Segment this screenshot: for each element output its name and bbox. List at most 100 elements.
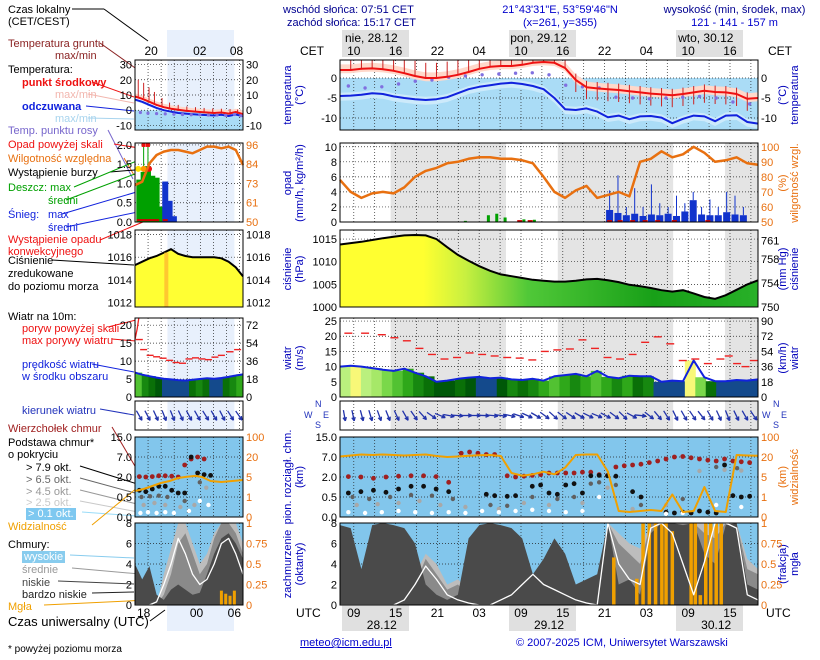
tick-label: 20: [325, 331, 337, 343]
tick-label: 100: [246, 432, 264, 444]
tick-label: 0: [761, 600, 767, 612]
utc-hour-label: 21: [430, 606, 445, 620]
sidebar-label-rosy: Temp. punktu rosy: [8, 125, 98, 137]
sidebar-label-dsredni: średni: [48, 195, 78, 207]
tick-label: 10: [120, 90, 132, 102]
tick-label: 10: [120, 356, 132, 368]
tick-label: 20: [120, 75, 132, 87]
sunset-info: zachód słońca: 15:17 CET: [287, 17, 417, 29]
tick-label: -10: [116, 120, 132, 132]
sidebar-label-niskie: niskie: [22, 577, 51, 589]
sidebar-label-okt25: > 2.5 okt.: [26, 497, 72, 509]
date-label-top-0: nie, 28.12: [344, 31, 398, 45]
sidebar-label-podstawa: Podstawa chmur*: [8, 437, 95, 449]
tick-label: 70: [761, 187, 773, 199]
tick-label: 6: [126, 539, 132, 551]
tick-label: 754: [761, 278, 779, 290]
footnote: * powyżej poziomu morza: [8, 644, 122, 655]
tick-label: 0: [246, 105, 252, 117]
sidebar-label-wilg: Wilgotność względna: [8, 153, 112, 165]
tick-label: 0: [126, 105, 132, 117]
tick-label: 15: [120, 338, 132, 350]
tick-label: 96: [246, 140, 258, 152]
tick-label: 758: [761, 254, 779, 266]
copyright: © 2007-2025 ICM, Uniwersytet Warszawski: [516, 637, 728, 649]
tick-label: 0.0: [322, 512, 337, 524]
sidebar-label-grunt2: max/min: [55, 50, 97, 62]
tick-label: 25: [325, 316, 337, 328]
tick-label: 0.5: [246, 559, 261, 571]
tick-label: 1: [246, 492, 252, 504]
tick-label: 5: [761, 472, 767, 484]
cet-hour-label: 16: [388, 44, 403, 58]
tick-label: 1: [761, 492, 767, 504]
email-link[interactable]: meteo@icm.edu.pl: [300, 637, 392, 649]
axis-title-m_ccov-R: (frakcja) mgła: [777, 544, 801, 584]
tick-label: 18: [246, 374, 258, 386]
main-wind-direction-row: [339, 400, 759, 431]
tick-label: 100: [761, 432, 779, 444]
compass-s: S: [773, 420, 780, 430]
main-wind-chart: 25 20 15 10 5 0 90 72 54 36 18 0: [325, 316, 774, 404]
sidebar-label-chmury: Chmury:: [8, 539, 50, 551]
sidebar-label-kierunek: kierunek wiatru: [22, 405, 96, 417]
sidebar-label-snieg: Śnieg:: [8, 209, 40, 221]
cet-hour-label: 10: [347, 44, 361, 58]
sidebar-label-maxpor: max porywy wiatru: [22, 335, 114, 347]
tick-label: 1018: [108, 230, 132, 242]
tick-label: 100: [761, 142, 779, 154]
sunrise-info: wschód słońca: 07:51 CET: [283, 4, 414, 16]
sidebar-label-czas1: Czas lokalny: [8, 4, 71, 16]
mini-band-bottom: [167, 604, 235, 631]
tick-label: 0: [246, 512, 252, 524]
tick-label: 0.0: [117, 512, 132, 524]
tick-label: 750: [761, 302, 779, 314]
tick-label: 20: [120, 320, 132, 332]
tick-label: 4: [126, 559, 132, 571]
mini-hour-label-top: 20: [144, 44, 158, 58]
utc-hour-label: 03: [639, 606, 654, 620]
date-label-bottom-2: 30.12: [701, 618, 732, 632]
sidebar-label-ssredni: średni: [48, 222, 78, 234]
tick-label: 10: [246, 90, 258, 102]
sidebar-label-burza: Wystąpienie burzy: [8, 167, 98, 179]
utc-hour-label: 09: [347, 606, 361, 620]
cet-hour-label: 16: [723, 44, 737, 58]
legend-precipitation-chart: 2.0 1.5 1.0 0.5 0.0 96 84 73 61 50: [117, 140, 259, 229]
tick-label: 36: [246, 356, 258, 368]
tick-label: -5: [327, 93, 337, 105]
sidebar-label-odcz: odczuwana: [22, 101, 82, 113]
day-band-bottom-1: [509, 604, 577, 631]
main-precipitation-humidity-chart: 10 8 6 4 2 0 100 90 80 70 60 50: [325, 142, 780, 229]
tick-label: 2: [331, 202, 337, 214]
tick-label: 0: [761, 73, 767, 85]
date-label-top-1: pon, 29.12: [510, 31, 567, 45]
sidebar-label-predk: prędkość wiatru: [22, 359, 100, 371]
sidebar-label-temper: Temperatura:: [8, 64, 73, 76]
tick-label: -10: [321, 113, 337, 125]
tick-label: -10: [761, 113, 777, 125]
tick-label: 10: [325, 362, 337, 374]
tick-label: 0.25: [246, 580, 267, 592]
tick-label: 6: [331, 172, 337, 184]
tick-label: 0.75: [761, 539, 782, 551]
timescale-label-utc-3: UTC: [766, 606, 791, 620]
compass-s: S: [315, 420, 322, 430]
compass-w: W: [762, 410, 771, 420]
cet-hour-label: 04: [639, 44, 654, 58]
tick-label: 18: [761, 377, 773, 389]
tick-label: 54: [761, 346, 773, 358]
altitude-values: 121 - 141 - 157 m: [691, 17, 778, 29]
mini-hour-label-top: 08: [229, 44, 244, 58]
legend-temperature-chart: 30 20 10 0 -10 30 20 10 0 -10: [116, 59, 262, 132]
tick-label: 761: [761, 236, 779, 248]
utc-hour-label: 15: [556, 606, 570, 620]
compass-n: N: [773, 399, 780, 409]
sidebar-label-widz: Widzialność: [8, 521, 67, 533]
tick-label: 0.5: [322, 492, 337, 504]
cet-hour-label: 10: [514, 44, 528, 58]
compass-n: N: [315, 399, 322, 409]
tick-label: 0: [331, 217, 337, 229]
sidebar-label-wiatr10: Wiatr na 10m:: [8, 311, 77, 323]
